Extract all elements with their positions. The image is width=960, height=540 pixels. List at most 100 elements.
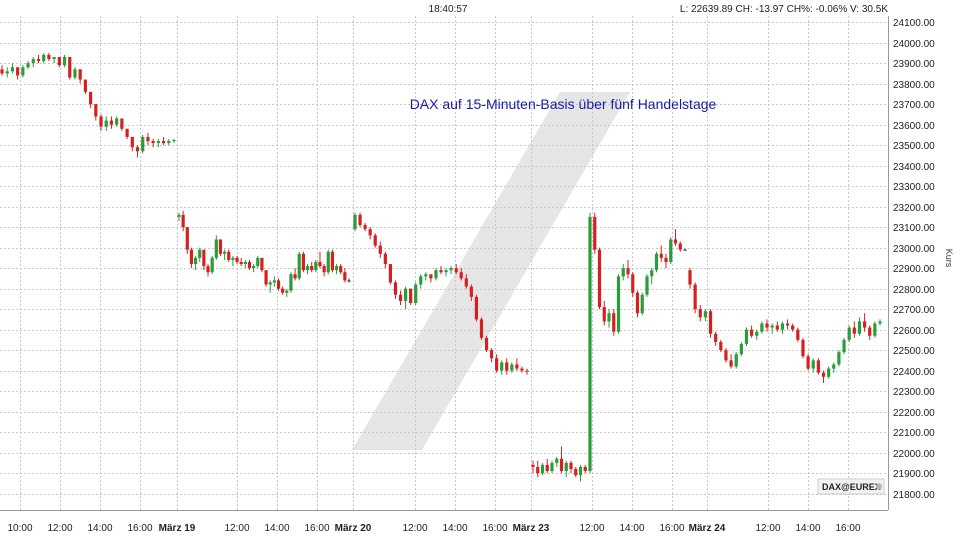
candle-body	[719, 341, 723, 351]
candle-body	[289, 274, 293, 291]
candle-body	[210, 257, 214, 273]
candle-body	[862, 321, 867, 328]
candle	[659, 245, 663, 262]
candle	[525, 368, 529, 375]
candle-body	[135, 147, 140, 152]
candle-body	[459, 272, 463, 279]
candle-body	[635, 292, 640, 314]
source-badge: DAX@EUREX	[817, 478, 885, 495]
candle	[616, 274, 621, 334]
candle	[297, 251, 301, 281]
candle	[398, 290, 403, 306]
candle	[393, 280, 398, 299]
candle-body	[347, 280, 351, 282]
candle	[202, 249, 206, 271]
candle-body	[206, 266, 210, 273]
candle-body	[239, 261, 243, 265]
candle	[272, 276, 276, 287]
candle	[31, 56, 35, 68]
candle	[816, 358, 820, 375]
x-tick-label: 16:00	[835, 523, 860, 534]
candle	[500, 360, 504, 375]
candle-body	[669, 239, 673, 262]
candle	[268, 280, 272, 293]
candle-body	[729, 360, 733, 367]
candle	[574, 466, 578, 478]
y-tick-label: 23200.00	[893, 203, 935, 214]
candle	[210, 255, 214, 275]
x-tick-label: 14:00	[619, 523, 644, 534]
candle-body	[495, 358, 499, 371]
candle	[510, 362, 514, 373]
candle	[842, 337, 846, 355]
candle	[770, 323, 774, 334]
candle-body	[780, 323, 785, 330]
x-tick-label: 14:00	[264, 523, 289, 534]
candle-body	[755, 331, 759, 336]
x-tick-label: 12:00	[755, 523, 780, 534]
candle-body	[588, 216, 592, 472]
y-axis-label: Kurs	[944, 249, 954, 268]
candle	[36, 54, 41, 64]
candle-body	[536, 466, 540, 474]
candle-body	[703, 311, 708, 318]
candle	[185, 227, 189, 254]
candle	[26, 61, 30, 70]
candle-body	[272, 280, 276, 283]
candle-body	[419, 276, 423, 285]
candle-body	[714, 333, 718, 342]
y-tick-label: 23900.00	[893, 59, 935, 70]
candle-body	[363, 225, 367, 230]
candle	[708, 309, 713, 338]
candle-body	[597, 249, 602, 308]
candle	[612, 309, 616, 336]
candle	[334, 264, 339, 275]
candle-body	[593, 216, 597, 250]
candle	[857, 317, 862, 336]
candle-body	[520, 368, 524, 371]
candle	[141, 134, 145, 154]
candle	[130, 136, 134, 152]
candle-body	[444, 270, 448, 273]
candle-body	[358, 214, 362, 226]
candle-body	[57, 56, 61, 66]
candle	[239, 257, 243, 267]
candle-body	[775, 325, 779, 330]
candle-body	[525, 370, 529, 372]
candle-body	[181, 214, 185, 228]
candle-body	[821, 372, 826, 377]
candle-body	[42, 54, 46, 62]
candle-body	[555, 458, 559, 463]
candle	[626, 259, 630, 279]
candle-body	[285, 290, 289, 293]
y-tick-label: 22700.00	[893, 305, 935, 316]
x-tick-label: 16:00	[659, 523, 684, 534]
candle-body	[62, 56, 67, 66]
candle-body	[409, 288, 413, 303]
candle	[545, 458, 549, 474]
candle-body	[868, 327, 872, 336]
candle	[724, 348, 728, 363]
candle-body	[310, 266, 314, 271]
candle	[135, 145, 140, 158]
candle	[5, 67, 9, 78]
candle-body	[318, 261, 322, 267]
candle-body	[569, 462, 573, 470]
candle	[301, 251, 305, 273]
candle	[78, 69, 82, 84]
candle	[744, 327, 749, 347]
candle-body	[89, 91, 93, 105]
candle-body	[688, 270, 692, 285]
candle-body	[189, 249, 194, 265]
candle-body	[698, 309, 702, 318]
candle-body	[223, 251, 227, 254]
candle	[719, 339, 723, 353]
candle-body	[678, 243, 682, 250]
candle	[62, 54, 67, 68]
candle	[597, 247, 602, 310]
x-tick-label: 10:00	[7, 523, 32, 534]
candle-body	[198, 249, 202, 258]
candle	[10, 63, 15, 74]
y-tick-label: 23300.00	[893, 182, 935, 193]
